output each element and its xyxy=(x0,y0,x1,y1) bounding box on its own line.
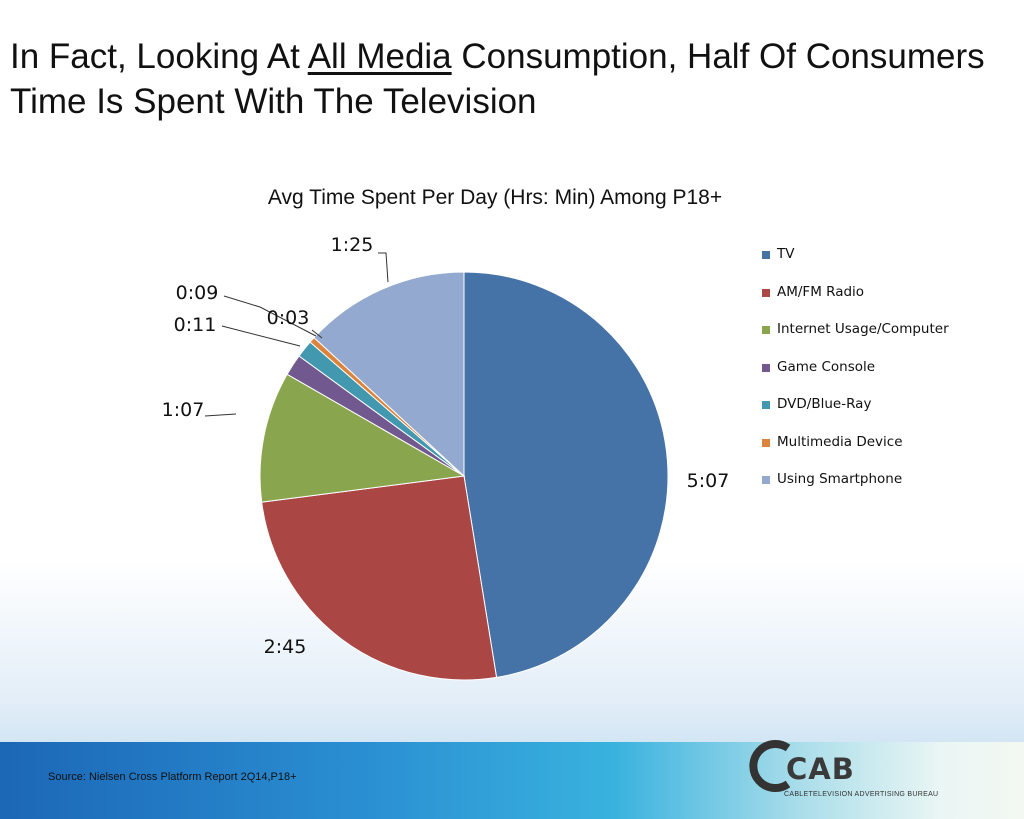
legend-item: Using Smartphone xyxy=(762,471,949,509)
legend-swatch xyxy=(762,363,770,372)
pie-slice-using-smartphone xyxy=(313,271,465,478)
data-label: 0:03 xyxy=(267,307,310,329)
logo-subtitle: CABLETELEVISION ADVERTISING BUREAU xyxy=(784,791,939,798)
legend-item: AM/FM Radio xyxy=(762,284,949,322)
pie-chart: 5:07 2:45 1:07 0:11 0:09 0:03 1:25 xyxy=(162,234,730,681)
leader-line xyxy=(221,325,301,347)
data-label: 0:09 xyxy=(176,282,219,304)
legend-label: DVD/Blue-Ray xyxy=(777,396,872,412)
cab-logo-icon xyxy=(749,740,791,792)
pie-slice-tv xyxy=(463,271,669,678)
legend-swatch xyxy=(762,438,770,447)
legend-item: Game Console xyxy=(762,359,949,397)
data-label: 1:25 xyxy=(331,234,374,256)
source-note: Source: Nielsen Cross Platform Report 2Q… xyxy=(48,771,297,783)
legend-swatch xyxy=(762,251,770,259)
title-prefix: In Fact, Looking At xyxy=(10,37,308,76)
chart-title: Avg Time Spent Per Day (Hrs: Min) Among … xyxy=(267,186,723,209)
legend-item: Internet Usage/Computer xyxy=(762,321,949,359)
cab-logo: CAB CABLETELEVISION ADVERTISING BUREAU xyxy=(748,736,968,806)
leader-line xyxy=(378,252,389,283)
title-link: All Media xyxy=(307,37,452,76)
legend-swatch xyxy=(762,476,770,484)
slide-title: In Fact, Looking At All Media Consumptio… xyxy=(10,34,1010,124)
logo-word: CAB xyxy=(786,752,855,786)
legend-item: Multimedia Device xyxy=(762,434,949,472)
title-suffix: Consumption, Half Of Consumers Time Is S… xyxy=(10,37,985,121)
footer-bar: Source: Nielsen Cross Platform Report 2Q… xyxy=(0,740,1024,819)
legend-swatch xyxy=(762,401,770,409)
legend-label: Internet Usage/Computer xyxy=(777,321,949,337)
data-label: 1:07 xyxy=(162,399,205,421)
legend-label: TV xyxy=(777,246,795,262)
legend-label: Multimedia Device xyxy=(777,433,903,450)
data-label: 0:11 xyxy=(174,314,217,336)
legend-swatch xyxy=(762,288,770,297)
data-label: 5:07 xyxy=(687,470,730,492)
legend-item: DVD/Blue-Ray xyxy=(762,396,949,434)
chart-legend: TV AM/FM Radio Internet Usage/Computer Game… xyxy=(762,246,949,509)
data-label: 2:45 xyxy=(264,636,307,658)
legend-item: TV xyxy=(762,246,949,284)
legend-swatch xyxy=(762,326,770,334)
legend-label: Game Console xyxy=(777,358,876,375)
leader-line xyxy=(204,413,237,417)
pie-slice-internet-usage-computer xyxy=(259,373,466,503)
pie-slice-am-fm-radio xyxy=(261,475,498,681)
legend-label: Using Smartphone xyxy=(777,471,903,487)
leader-line xyxy=(223,295,317,337)
leader-line xyxy=(311,329,323,339)
legend-label: AM/FM Radio xyxy=(777,283,865,300)
